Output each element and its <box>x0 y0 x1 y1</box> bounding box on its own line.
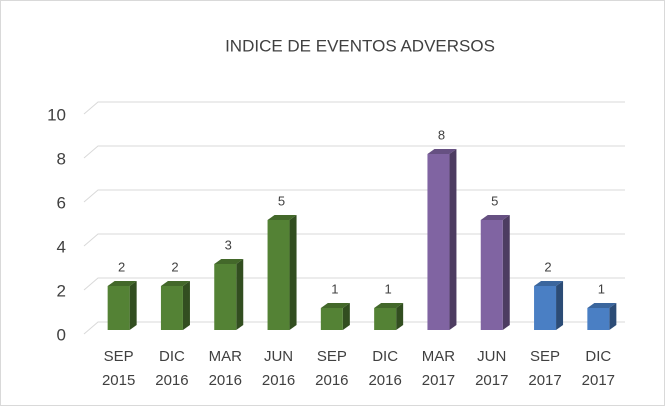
bar-top <box>480 215 510 220</box>
data-label: 5 <box>491 193 498 208</box>
bar-top <box>267 215 297 220</box>
bar-front <box>534 286 557 330</box>
bar-side <box>342 303 350 330</box>
x-tick-label: DIC 2017 <box>582 348 615 389</box>
bar-side <box>236 259 244 330</box>
y-tick-label: 2 <box>57 281 66 300</box>
x-tick-label-line: 2016 <box>315 372 348 389</box>
bar-top <box>320 303 350 308</box>
bar-top <box>374 303 404 308</box>
y-tick-label: 4 <box>57 237 66 256</box>
bar-side <box>396 303 404 330</box>
x-tick-label: DIC 2016 <box>155 348 188 389</box>
x-tick-label-line: DIC <box>585 348 611 365</box>
data-label: 2 <box>544 259 551 274</box>
x-tick-label-line: 2017 <box>475 372 508 389</box>
x-tick-label-line: DIC <box>372 348 398 365</box>
data-label: 8 <box>438 127 445 142</box>
bar <box>320 303 350 330</box>
bar-top <box>587 303 617 308</box>
x-tick-label-line: 2016 <box>368 372 401 389</box>
x-tick-label-line: 2016 <box>209 372 242 389</box>
bar-front <box>160 286 183 330</box>
y-tick-label: 8 <box>57 149 66 168</box>
bar-front <box>267 220 290 330</box>
bar-side <box>449 149 457 330</box>
bar-top <box>427 149 457 154</box>
x-tick-label: SEP 2015 <box>102 348 135 389</box>
data-label: 3 <box>225 237 232 252</box>
x-tick-label: MAR 2016 <box>209 348 243 389</box>
bar <box>480 215 510 330</box>
grid-line <box>83 101 625 115</box>
bar-front <box>587 308 610 330</box>
x-tick-label-line: JUN <box>264 348 293 365</box>
bar-front <box>320 308 343 330</box>
x-tick-label: SEP 2017 <box>528 348 561 389</box>
bar-front <box>214 264 237 330</box>
bar <box>587 303 617 330</box>
bar <box>160 281 190 330</box>
x-tick-label: JUN 2016 <box>262 348 295 389</box>
bar-front <box>427 154 450 330</box>
data-label: 5 <box>278 193 285 208</box>
x-tick-label: SEP 2016 <box>315 348 348 389</box>
x-tick-label: DIC 2016 <box>368 348 401 389</box>
x-tick-label-line: 2016 <box>262 372 295 389</box>
x-tick-label-line: MAR <box>422 348 456 365</box>
x-tick-label-line: 2016 <box>155 372 188 389</box>
x-tick-label: JUN 2017 <box>475 348 508 389</box>
bar-top <box>214 259 244 264</box>
bar <box>107 281 137 330</box>
y-tick-label: 10 <box>47 105 66 124</box>
data-label: 2 <box>171 259 178 274</box>
x-tick-label-line: MAR <box>209 348 243 365</box>
bar <box>427 149 457 330</box>
data-label: 1 <box>598 281 605 296</box>
x-tick-label-line: SEP <box>530 348 560 365</box>
bar-side <box>129 281 137 330</box>
bar-front <box>374 308 397 330</box>
bar-side <box>289 215 297 330</box>
x-tick-label-line: 2017 <box>528 372 561 389</box>
bar-top <box>160 281 190 286</box>
x-tick-label-line: 2017 <box>422 372 455 389</box>
y-tick-label: 6 <box>57 193 66 212</box>
x-tick-label-line: 2015 <box>102 372 135 389</box>
x-tick-label-line: DIC <box>159 348 185 365</box>
bar <box>214 259 244 330</box>
bar-top <box>107 281 137 286</box>
bar-front <box>480 220 503 330</box>
bar-front <box>107 286 130 330</box>
bar-side <box>556 281 564 330</box>
x-tick-label-line: SEP <box>104 348 134 365</box>
data-label: 2 <box>118 259 125 274</box>
x-tick-label-line: JUN <box>477 348 506 365</box>
x-tick-label-line: SEP <box>317 348 347 365</box>
data-label: 1 <box>331 281 338 296</box>
bar <box>374 303 404 330</box>
grid-line <box>83 145 625 159</box>
bar <box>534 281 564 330</box>
bar <box>267 215 297 330</box>
chart-title: INDICE DE EVENTOS ADVERSOS <box>225 36 495 55</box>
data-label: 1 <box>385 281 392 296</box>
bar-side <box>182 281 190 330</box>
bar-side <box>502 215 510 330</box>
x-tick-label: MAR 2017 <box>422 348 456 389</box>
bar-side <box>609 303 617 330</box>
x-tick-label-line: 2017 <box>582 372 615 389</box>
bar-top <box>534 281 564 286</box>
y-tick-label: 0 <box>57 325 66 344</box>
